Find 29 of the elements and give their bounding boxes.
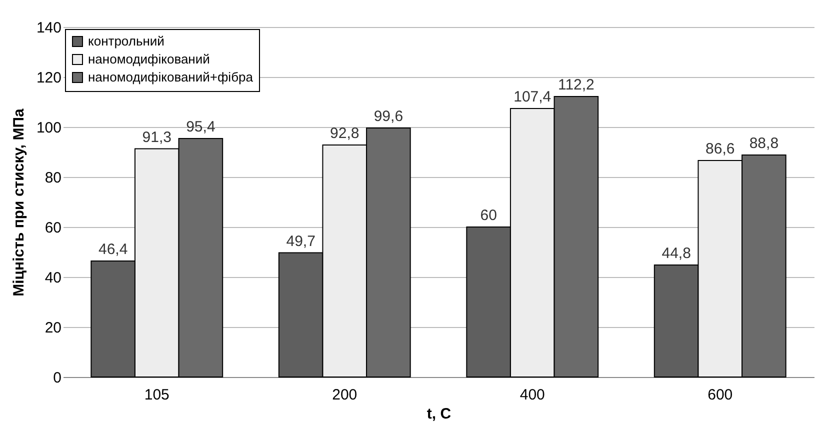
data-label: 107,4 — [514, 88, 552, 106]
x-axis-title: t, C — [426, 406, 452, 422]
data-label: 88,8 — [749, 135, 779, 152]
y-tick-label: 0 — [53, 370, 62, 386]
data-label: 86,6 — [706, 140, 735, 158]
data-label: 99,6 — [374, 108, 404, 125]
y-tick-label: 60 — [44, 220, 62, 236]
legend-label: наномодифікований — [88, 52, 210, 66]
y-tick-label: 20 — [44, 320, 62, 336]
x-tick-label: 105 — [144, 386, 170, 404]
x-tick-label: 600 — [708, 386, 733, 404]
y-tick-label: 120 — [36, 70, 62, 86]
y-tick-label: 40 — [44, 270, 62, 286]
x-tick-label: 400 — [520, 386, 545, 404]
data-label: 95,4 — [186, 118, 216, 136]
legend-label: наномодифікований+фібра — [88, 70, 254, 84]
data-label: 44,8 — [662, 245, 691, 262]
y-tick-label: 100 — [36, 120, 62, 136]
data-label: 91,3 — [142, 128, 172, 146]
y-tick-label: 80 — [44, 170, 62, 186]
data-label: 49,7 — [286, 232, 316, 250]
data-label: 60 — [480, 207, 497, 224]
y-axis-title: Міцність при стиску, МПа — [10, 108, 28, 296]
x-tick-label: 200 — [332, 386, 358, 404]
data-label: 46,4 — [98, 241, 128, 258]
data-label: 92,8 — [330, 125, 360, 142]
legend-label: контрольний — [88, 34, 164, 48]
data-label: 112,2 — [558, 76, 594, 94]
y-tick-label: 140 — [36, 20, 62, 36]
